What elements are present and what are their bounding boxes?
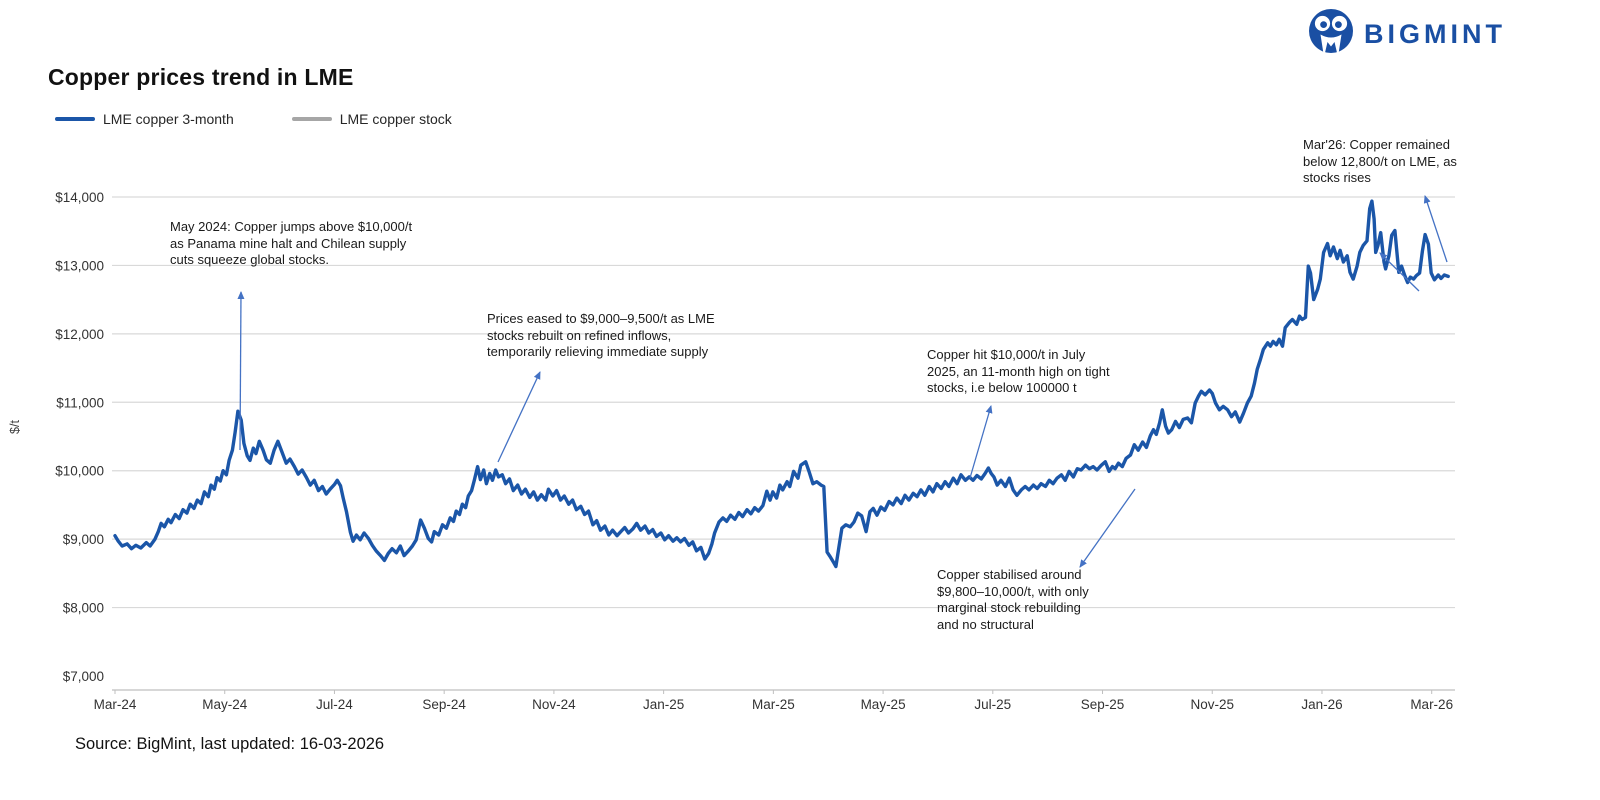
legend-swatch-blue-line: [55, 116, 95, 122]
annotation-stabilised: Copper stabilised around $9,800–10,000/t…: [937, 567, 1089, 632]
legend-item-lme-copper-stock: LME copper stock: [291, 111, 452, 127]
y-tick-label: $8,000: [63, 601, 104, 616]
annotation-arrow: [237, 291, 245, 451]
y-tick-label: $7,000: [63, 669, 104, 684]
x-tick-label: May-24: [202, 697, 248, 712]
x-tick-label: Jan-26: [1301, 697, 1342, 712]
annotation-arrow: [1379, 252, 1420, 292]
annotation-may-2024-spike: May 2024: Copper jumps above $10,000/t a…: [170, 219, 413, 268]
bigmint-logo-icon: [1309, 9, 1353, 57]
annotation-prices-eased: Prices eased to $9,000–9,500/t as LME st…: [487, 311, 715, 360]
x-tick-label: Sep-25: [1081, 697, 1125, 712]
annotation-arrow: [969, 405, 993, 479]
bigmint-logo-text: BIGMINT: [1364, 18, 1506, 49]
x-tick-label: Mar-24: [94, 697, 137, 712]
x-tick-label: Nov-24: [532, 697, 576, 712]
y-axis-unit-label: $/t: [7, 420, 22, 434]
x-tick-label: Jan-25: [643, 697, 684, 712]
bigmint-logo: BIGMINT: [1308, 8, 1506, 60]
legend-label: LME copper stock: [339, 111, 452, 127]
legend-label: LME copper 3-month: [103, 111, 234, 127]
y-tick-label: $10,000: [55, 464, 104, 479]
series-line-lme-copper-3-month: [113, 199, 1450, 569]
annotation-arrow: [1079, 488, 1136, 568]
y-tick-label: $14,000: [55, 190, 104, 205]
page-title: Copper prices trend in LME: [48, 64, 354, 90]
source-note: Source: BigMint, last updated: 16-03-202…: [75, 735, 385, 753]
y-tick-label: $13,000: [55, 258, 104, 273]
legend-item-lme-copper-3-month: LME copper 3-month: [55, 111, 234, 127]
x-tick-label: Sep-24: [422, 697, 466, 712]
x-tick-label: Jul-24: [316, 697, 353, 712]
chart-legend: LME copper 3-month LME copper stock: [55, 111, 452, 127]
x-tick-label: Mar-25: [752, 697, 795, 712]
y-tick-label: $12,000: [55, 327, 104, 342]
legend-swatch-gray-line: [291, 116, 332, 122]
y-tick-label: $9,000: [63, 532, 104, 547]
x-tick-label: May-25: [861, 697, 906, 712]
annotation-arrow: [1423, 195, 1448, 263]
x-tick-label: Mar-26: [1410, 697, 1453, 712]
annotation-july-2025-high: Copper hit $10,000/t in July 2025, an 11…: [927, 347, 1110, 396]
x-tick-label: Jul-25: [974, 697, 1011, 712]
annotation-arrow: [497, 371, 541, 463]
x-tick-label: Nov-25: [1190, 697, 1234, 712]
annotation-mar-2026: Mar'26: Copper remained below 12,800/t o…: [1303, 137, 1457, 186]
y-tick-label: $11,000: [56, 395, 104, 410]
